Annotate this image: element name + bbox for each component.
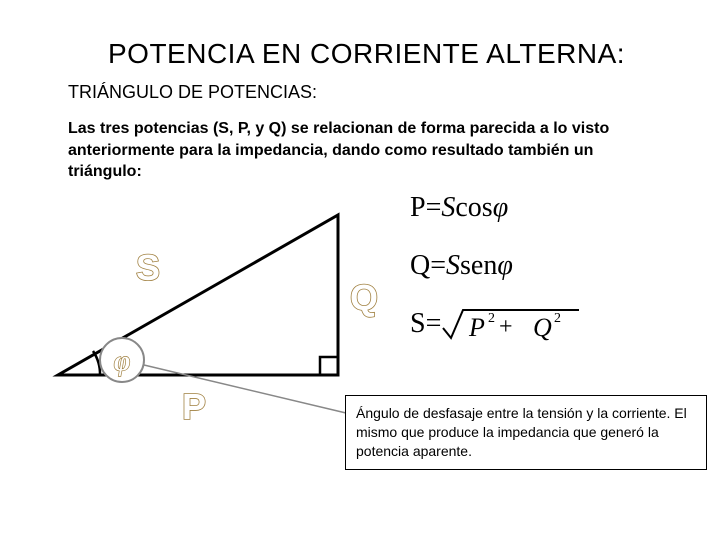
angle-arc	[93, 351, 100, 375]
sqrt-q: Q	[533, 313, 552, 342]
formula-s: S = P 2 + Q 2	[410, 306, 700, 342]
formula-s-lhs: S	[410, 308, 426, 340]
sqrt-p: P	[468, 313, 485, 342]
formula-q-phi: φ	[497, 250, 513, 282]
formula-q-sen: sen	[460, 250, 497, 282]
label-q: Q	[350, 277, 378, 318]
power-triangle-diagram: S Q P φ	[38, 195, 378, 415]
formula-p: P = S cos φ	[410, 190, 700, 226]
sqrt-svg: P 2 + Q 2	[441, 304, 581, 344]
formula-p-s: S	[441, 192, 455, 224]
formula-s-eq: =	[426, 308, 442, 340]
label-s: S	[136, 247, 160, 288]
right-angle-marker	[320, 357, 338, 375]
sqrt-p-sq: 2	[488, 311, 495, 326]
intro-paragraph: Las tres potencias (S, P, y Q) se relaci…	[68, 118, 648, 183]
page-title: POTENCIA EN CORRIENTE ALTERNA:	[108, 38, 625, 70]
formula-p-phi: φ	[493, 192, 509, 224]
formula-q-lhs: Q	[410, 250, 430, 282]
formula-block: P = S cos φ Q = S sen φ S = P 2 + Q 2	[410, 190, 700, 364]
sqrt-q-sq: 2	[554, 311, 561, 326]
label-phi: φ	[114, 346, 130, 377]
triangle-outline	[58, 215, 338, 375]
formula-p-eq: =	[426, 192, 442, 224]
formula-p-lhs: P	[410, 192, 426, 224]
formula-p-cos: cos	[455, 192, 492, 224]
formula-q: Q = S sen φ	[410, 248, 700, 284]
label-p: P	[182, 386, 206, 427]
formula-q-s: S	[446, 250, 460, 282]
phi-note-box: Ángulo de desfasaje entre la tensión y l…	[345, 395, 707, 470]
formula-q-eq: =	[430, 250, 446, 282]
page-subtitle: TRIÁNGULO DE POTENCIAS:	[68, 82, 317, 103]
sqrt-plus: +	[499, 314, 513, 340]
